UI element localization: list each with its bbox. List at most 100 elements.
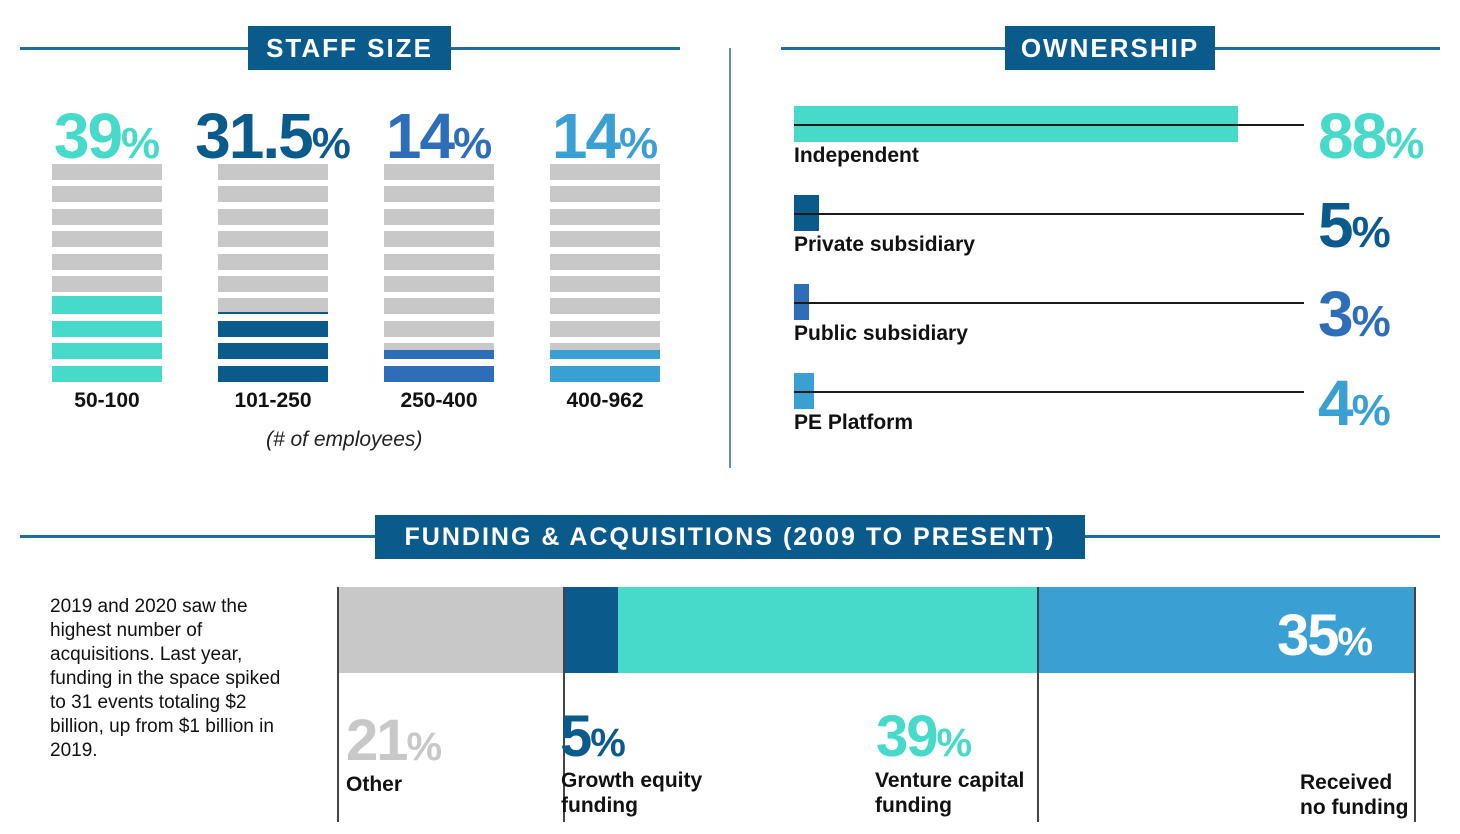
funding-divider	[1414, 587, 1416, 822]
ownership-value: 4%	[1318, 371, 1391, 435]
staff-stripe-empty	[52, 186, 162, 203]
funding-segment	[564, 587, 618, 673]
staff-stripe-empty	[384, 276, 494, 292]
ownership-value-symbol: %	[1351, 208, 1391, 257]
ownership-label: Public subsidiary	[794, 322, 968, 345]
staff-stripe-empty	[218, 208, 328, 225]
funding-segment	[338, 587, 565, 673]
staff-bar-fill	[218, 343, 328, 360]
staff-stripe-empty	[52, 208, 162, 225]
staff-stripe-empty	[218, 298, 328, 315]
staff-size-value-symbol: %	[121, 119, 161, 168]
ownership-label: Independent	[794, 144, 919, 167]
staff-stripe-empty	[550, 276, 660, 292]
funding-segment	[1038, 587, 1415, 673]
staff-stripe-empty	[218, 276, 328, 292]
funding-divider	[337, 587, 339, 822]
ownership-leader-line	[794, 213, 1304, 215]
funding-label-line: funding	[875, 794, 952, 817]
ownership-label: Private subsidiary	[794, 233, 975, 256]
funding-description: 2019 and 2020 saw the highest number of …	[50, 596, 281, 761]
staff-stripe-empty	[218, 253, 328, 270]
staff-size-axis-note: (# of employees)	[266, 428, 423, 451]
ownership-leader-line	[794, 124, 1304, 126]
staff-stripe-empty	[550, 164, 660, 180]
funding-label: Growth equity funding	[561, 768, 702, 818]
staff-fill-top-line	[218, 312, 328, 315]
funding-label-line: Received	[1300, 771, 1393, 794]
staff-stripe-empty	[218, 164, 328, 180]
funding-label: Other	[346, 772, 402, 797]
staff-size-value-number: 39	[53, 100, 123, 172]
staff-size-value-number: 14	[385, 100, 455, 172]
staff-stripe-empty	[218, 231, 328, 248]
staff-size-value: 14%	[505, 104, 705, 168]
staff-bar-fill	[52, 365, 162, 382]
staff-size-value: 14%	[339, 104, 539, 168]
staff-size-category-label: 101-250	[234, 389, 312, 412]
ownership-value: 3%	[1318, 282, 1391, 346]
staff-stripe-empty	[550, 186, 660, 203]
staff-stripe-empty	[384, 208, 494, 225]
staff-size-category-label: 400-962	[566, 389, 644, 412]
staff-stripe-empty	[384, 298, 494, 315]
funding-divider	[563, 587, 565, 822]
funding-divider	[1037, 587, 1039, 822]
staff-stripe-empty	[384, 186, 494, 203]
ownership-value-number: 3	[1318, 278, 1354, 350]
funding-segment	[618, 587, 1039, 673]
staff-size-value-number: 14	[551, 100, 621, 172]
ownership-value-symbol: %	[1351, 386, 1391, 435]
funding-value-number: 5	[560, 704, 592, 769]
staff-bar-fill	[52, 298, 162, 315]
ownership-label: PE Platform	[794, 411, 914, 434]
ownership-value-number: 4	[1318, 367, 1354, 439]
staff-bar-fill	[218, 365, 328, 382]
staff-bar-fill	[52, 343, 162, 360]
ownership-value-symbol: %	[1385, 119, 1425, 168]
section-divider	[729, 48, 731, 468]
staff-stripe-empty	[550, 298, 660, 315]
funding-label-line: no funding	[1300, 796, 1409, 819]
funding-value-number: 21	[346, 708, 408, 773]
staff-bar-fill	[384, 365, 494, 382]
staff-size-value-number: 31.5	[195, 100, 314, 172]
staff-fill-top-line	[52, 295, 162, 298]
ownership-value: 5%	[1318, 193, 1391, 257]
staff-stripe-empty	[52, 276, 162, 292]
ownership-leader-line	[794, 302, 1304, 304]
staff-stripe-empty	[52, 253, 162, 270]
staff-size-header: STAFF SIZE	[248, 26, 451, 70]
staff-size-value: 39%	[7, 104, 207, 168]
funding-value: 5%	[560, 708, 626, 766]
funding-label-line: funding	[561, 794, 638, 817]
funding-value-symbol: %	[936, 721, 973, 765]
staff-size-category-label: 50-100	[74, 389, 140, 412]
staff-size-value-symbol: %	[453, 119, 493, 168]
staff-bar-fill	[550, 365, 660, 382]
funding-value: 39%	[876, 708, 972, 766]
staff-stripe-empty	[550, 208, 660, 225]
staff-size-category-label: 250-400	[400, 389, 478, 412]
ownership-leader-line	[794, 391, 1304, 393]
funding-header: FUNDING & ACQUISITIONS (2009 TO PRESENT)	[375, 515, 1085, 559]
funding-label-line: Other	[346, 773, 403, 796]
staff-fill-top-line	[550, 350, 660, 353]
staff-stripe-empty	[384, 253, 494, 270]
funding-value-symbol: %	[406, 725, 443, 769]
staff-stripe-empty	[384, 164, 494, 180]
staff-stripe-empty	[52, 231, 162, 248]
staff-stripe-empty	[52, 164, 162, 180]
ownership-value: 88%	[1318, 104, 1424, 168]
staff-size-value-symbol: %	[311, 119, 351, 168]
funding-value-symbol: %	[1337, 620, 1374, 664]
staff-stripe-empty	[550, 320, 660, 337]
staff-stripe-empty	[218, 186, 328, 203]
ownership-value-number: 5	[1318, 189, 1354, 261]
funding-value-number: 39	[876, 704, 938, 769]
funding-label-line: Growth equity	[561, 769, 703, 792]
staff-bar-fill	[550, 351, 660, 360]
staff-bar-fill	[218, 320, 328, 337]
ownership-value-number: 88	[1318, 100, 1387, 172]
funding-value: 21%	[346, 712, 442, 770]
